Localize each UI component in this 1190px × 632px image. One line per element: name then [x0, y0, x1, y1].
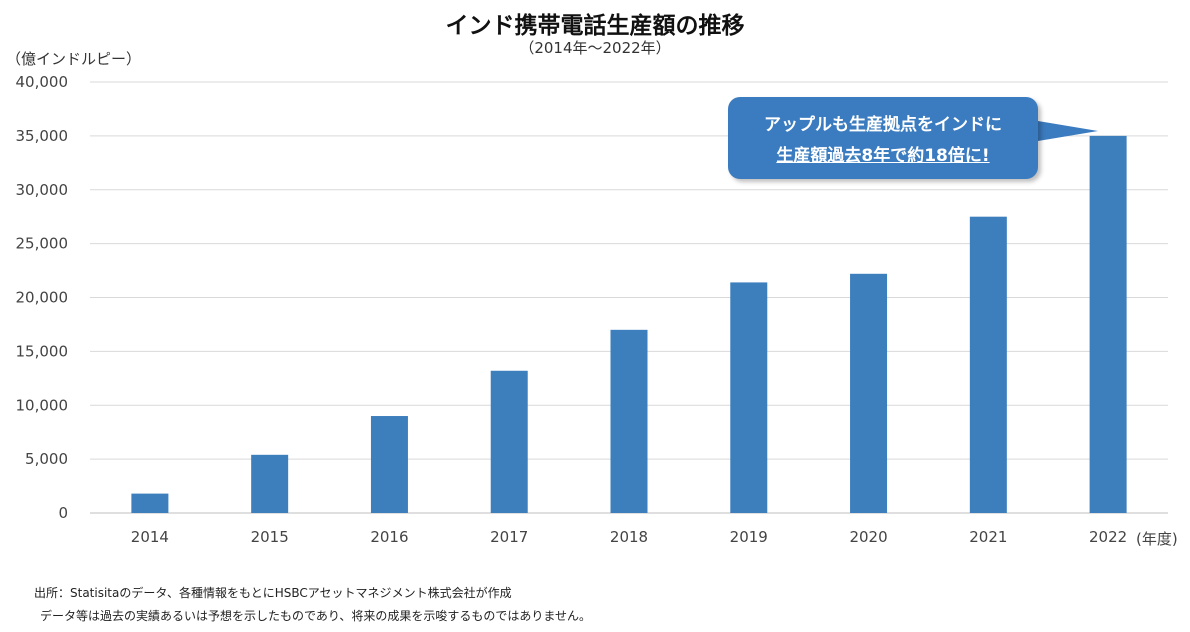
y-tick-label: 25,000	[16, 235, 69, 253]
x-tick-label: 2019	[730, 528, 768, 546]
bar-2015	[251, 454, 289, 513]
y-tick-label: 10,000	[16, 396, 69, 414]
chart-title: インド携帯電話生産額の推移	[445, 13, 745, 39]
source-note: 出所：Statisitaのデータ、各種情報をもとにHSBCアセットマネジメント株…	[34, 586, 512, 600]
bar-2016	[370, 416, 408, 513]
y-tick-label: 0	[58, 504, 68, 522]
y-tick-label: 20,000	[16, 289, 69, 307]
y-tick-label: 15,000	[16, 342, 69, 360]
x-tick-label: 2017	[490, 528, 528, 546]
annotation-callout: アップルも生産拠点をインドに 生産額過去8年で約18倍に!	[728, 97, 1040, 180]
callout-line-1: アップルも生産拠点をインドに	[764, 115, 1002, 135]
x-tick-label: 2015	[251, 528, 289, 546]
x-tick-label: 2018	[610, 528, 648, 546]
x-tick-label: 2020	[849, 528, 887, 546]
y-tick-labels: 0 5,000 10,000 15,000 20,000 25,000 30,000 35,0…	[16, 73, 69, 522]
x-tick-label: 2016	[370, 528, 408, 546]
callout-line-2: 生産額過去8年で約18倍に!	[776, 146, 990, 166]
x-tick-labels: 2014 2015 2016 2017 2018 2019 2020 2021 2022	[131, 528, 1127, 546]
x-axis-unit-label: (年度)	[1136, 530, 1178, 548]
chart-subtitle: （2014年～2022年）	[519, 39, 671, 57]
y-tick-label: 30,000	[16, 181, 69, 199]
y-tick-label: 35,000	[16, 127, 69, 145]
y-tick-label: 40,000	[16, 73, 69, 91]
y-axis-unit-label: （億インドルピー）	[6, 50, 142, 68]
disclaimer-note: データ等は過去の実績あるいは予想を示したものであり、将来の成果を示唆するものでは…	[40, 609, 592, 623]
x-tick-label: 2021	[969, 528, 1007, 546]
x-tick-label: 2014	[131, 528, 169, 546]
bar-2014	[131, 493, 169, 513]
bars	[131, 135, 1127, 513]
bar-2022	[1089, 135, 1127, 513]
x-tick-label: 2022	[1089, 528, 1127, 546]
bar-2017	[490, 370, 528, 513]
bar-2018	[610, 329, 648, 513]
y-tick-label: 5,000	[25, 450, 68, 468]
bar-2020	[850, 273, 888, 513]
bar-2019	[730, 282, 768, 513]
bar-2021	[969, 216, 1007, 513]
callout-box	[728, 97, 1038, 179]
callout-pointer	[1032, 120, 1098, 142]
